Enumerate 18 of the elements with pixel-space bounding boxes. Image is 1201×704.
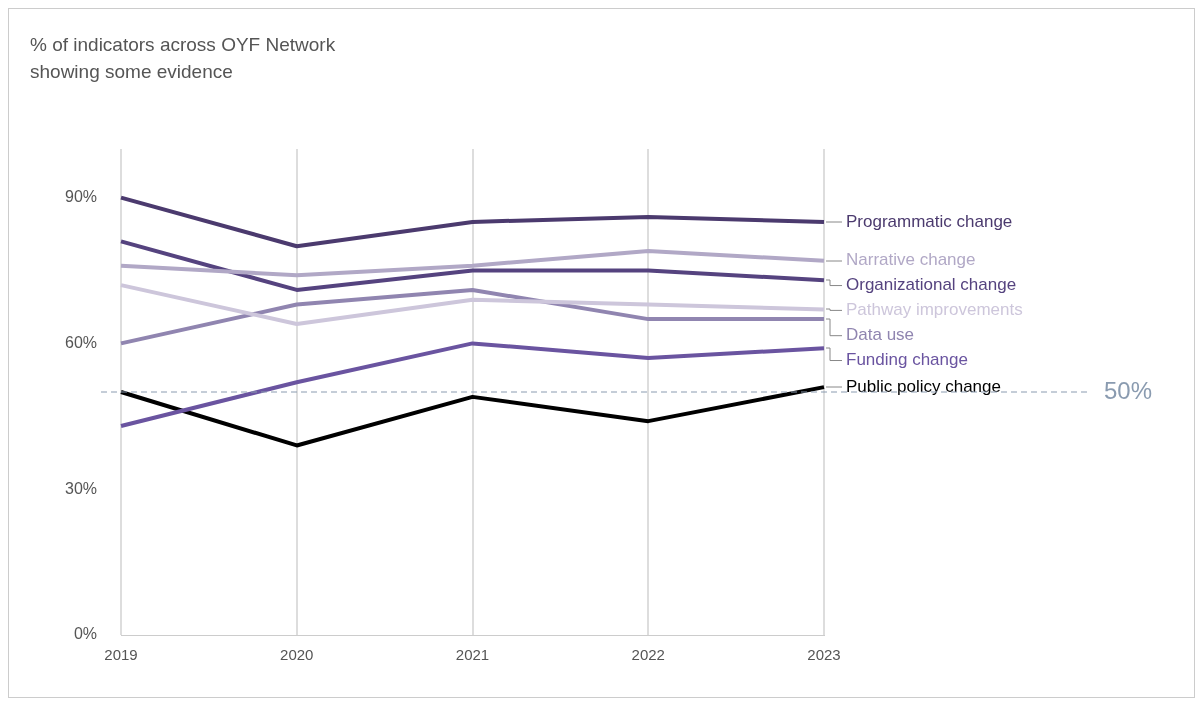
x-tick-label: 2022 bbox=[631, 646, 665, 664]
series-label: Funding change bbox=[846, 350, 968, 370]
series-label: Pathway improvements bbox=[846, 300, 1023, 320]
y-tick-label: 0% bbox=[73, 625, 98, 643]
x-tick-label: 2021 bbox=[455, 646, 490, 664]
x-tick-label: 2020 bbox=[280, 646, 314, 664]
y-tick-label: 60% bbox=[64, 333, 98, 351]
series-label: Narrative change bbox=[846, 250, 976, 270]
series-label: Programmatic change bbox=[846, 211, 1013, 231]
x-tick-label: 2023 bbox=[807, 646, 841, 664]
y-tick-label: 90% bbox=[64, 188, 98, 206]
series-label: Public policy change bbox=[846, 376, 1001, 396]
series-label: Data use bbox=[846, 325, 915, 345]
x-tick-label: 2019 bbox=[104, 646, 138, 664]
series-label: Organizational change bbox=[846, 275, 1017, 295]
y-tick-label: 30% bbox=[64, 479, 98, 497]
chart-title: % of indicators across OYF Network showing some evidence bbox=[30, 33, 337, 84]
ref-line-label: 50% bbox=[1104, 376, 1153, 404]
